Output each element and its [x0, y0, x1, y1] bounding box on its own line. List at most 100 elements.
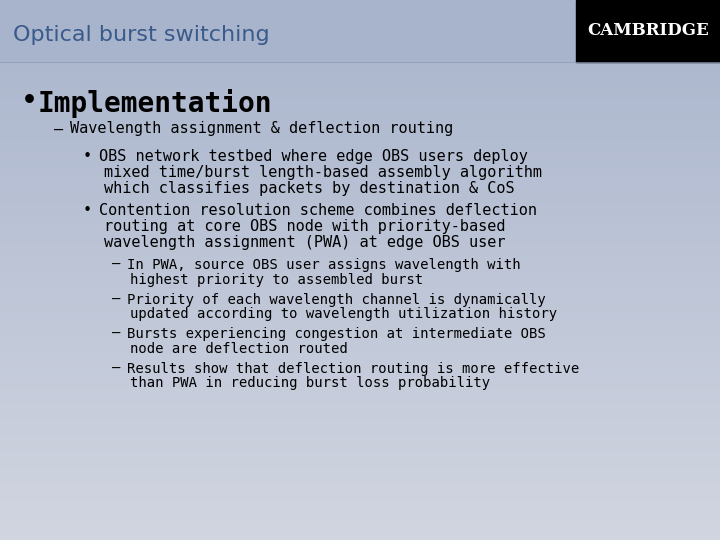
Bar [0, 470, 720, 471]
Bar [0, 339, 720, 340]
Bar [0, 292, 720, 293]
Bar [0, 475, 720, 477]
Bar [0, 196, 720, 198]
Bar [0, 412, 720, 414]
Text: Priority of each wavelength channel is dynamically: Priority of each wavelength channel is d… [127, 293, 546, 307]
Bar [0, 385, 720, 387]
Bar [0, 286, 720, 288]
Text: •: • [22, 89, 37, 113]
Bar [0, 252, 720, 254]
Bar [0, 335, 720, 336]
Bar [0, 274, 720, 275]
Bar [0, 441, 720, 443]
Bar [0, 187, 720, 189]
Bar [0, 18, 720, 20]
Bar [0, 324, 720, 326]
Bar [0, 376, 720, 378]
Bar [0, 353, 720, 355]
Text: Implementation: Implementation [37, 89, 272, 118]
Bar [0, 317, 720, 319]
Bar [0, 455, 720, 457]
Bar [0, 180, 720, 182]
Bar [0, 410, 720, 412]
Bar [0, 297, 720, 299]
Bar [0, 25, 720, 27]
Bar [0, 464, 720, 466]
Bar [0, 513, 720, 515]
Bar [0, 104, 720, 106]
Bar [0, 477, 720, 479]
Bar [0, 158, 720, 160]
Bar [0, 79, 720, 81]
Bar [0, 185, 720, 187]
Bar [0, 405, 720, 407]
Bar [0, 351, 720, 353]
Bar [0, 387, 720, 389]
Bar [0, 481, 720, 482]
Bar [0, 93, 720, 96]
Bar [0, 59, 720, 61]
Bar [0, 12, 720, 15]
Bar [0, 308, 720, 309]
Bar [0, 468, 720, 470]
Bar [0, 528, 720, 529]
Bar [0, 281, 720, 282]
Bar [0, 498, 720, 501]
Bar [0, 15, 720, 16]
Bar [0, 39, 720, 42]
Bar [0, 482, 720, 484]
Bar [0, 245, 720, 247]
Bar [0, 128, 720, 130]
Bar [0, 169, 720, 171]
Bar [0, 382, 720, 383]
Bar [0, 139, 720, 140]
Bar [0, 340, 720, 342]
Bar [0, 90, 720, 92]
Bar [0, 369, 720, 371]
Bar [0, 407, 720, 409]
Text: –: – [112, 327, 120, 341]
Bar [0, 347, 720, 349]
Bar [0, 479, 720, 481]
Bar [0, 258, 720, 259]
Bar [0, 200, 720, 201]
Text: Results show that deflection routing is more effective: Results show that deflection routing is … [127, 362, 580, 376]
Bar [0, 23, 720, 25]
Bar [0, 432, 720, 434]
Bar [0, 403, 720, 405]
Bar [0, 471, 720, 474]
Bar [0, 234, 720, 236]
Bar [0, 211, 720, 212]
Bar [0, 304, 720, 306]
Bar [0, 417, 720, 420]
Bar [0, 115, 720, 117]
Bar [0, 221, 720, 223]
Text: mixed time/burst length-based assembly algorithm: mixed time/burst length-based assembly a… [104, 165, 542, 180]
Bar [0, 336, 720, 339]
Bar [0, 313, 720, 315]
Bar [0, 69, 720, 70]
Bar [0, 166, 720, 167]
Text: which classifies packets by destination & CoS: which classifies packets by destination … [104, 181, 515, 197]
Bar [0, 113, 720, 115]
Bar [0, 263, 720, 265]
Bar [0, 4, 720, 5]
Bar [0, 356, 720, 358]
Bar [0, 488, 720, 490]
Bar [0, 295, 720, 297]
Bar [0, 301, 720, 302]
Bar [0, 147, 720, 150]
Bar [0, 373, 720, 374]
Bar [0, 525, 720, 528]
Text: –: – [54, 122, 63, 137]
Bar [0, 398, 720, 400]
Text: highest priority to assembled burst: highest priority to assembled burst [130, 273, 423, 287]
Bar [0, 74, 720, 76]
Bar [0, 167, 720, 169]
Bar [0, 484, 720, 486]
Bar [0, 259, 720, 261]
Bar [0, 454, 720, 455]
Bar [0, 366, 720, 367]
Bar [0, 130, 720, 131]
Bar [0, 509, 720, 511]
